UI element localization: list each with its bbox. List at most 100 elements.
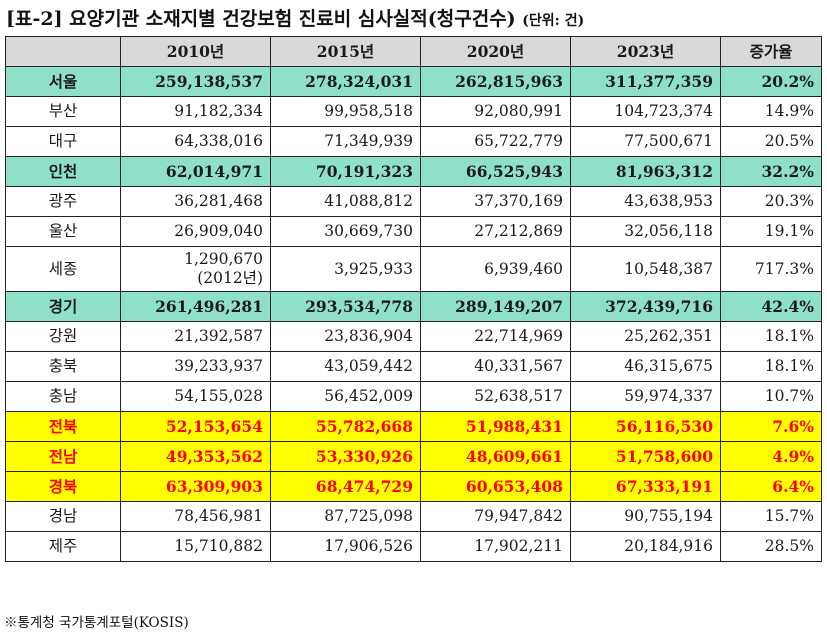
cell-value: 289,149,207 bbox=[455, 297, 563, 316]
cell-value: 92,080,991 bbox=[474, 102, 563, 120]
cell-value: 56,116,530 bbox=[615, 417, 713, 436]
cell-value: 6.4% bbox=[772, 477, 814, 496]
cell-value: 43,059,442 bbox=[324, 357, 413, 375]
region-name: 강원 bbox=[48, 327, 78, 345]
cell-value: 77,500,671 bbox=[624, 132, 713, 150]
region-name: 울산 bbox=[48, 222, 78, 240]
header-cell: 2010년 bbox=[120, 36, 271, 67]
value-cell-2015: 41,088,812 bbox=[270, 186, 421, 217]
table-row: 충북 39,233,937 43,059,442 40,331,567 46,315,6… bbox=[5, 351, 822, 382]
value-cell-2020: 66,525,943 bbox=[420, 156, 571, 187]
cell-value: 4.9% bbox=[772, 447, 814, 466]
region-cell: 충북 bbox=[5, 351, 121, 382]
value-cell-2023: 59,974,337 bbox=[570, 381, 721, 412]
cell-value: 7.6% bbox=[772, 417, 814, 436]
value-cell-2020: 65,722,779 bbox=[420, 126, 571, 157]
cell-value: 87,725,098 bbox=[324, 507, 413, 525]
growth-rate-cell: 15.7% bbox=[720, 501, 822, 532]
growth-rate-cell: 20.5% bbox=[720, 126, 822, 157]
data-table: 2010년 2015년 2020년 2023년 증가율 서울 259,138,53… bbox=[5, 36, 822, 562]
region-cell: 부산 bbox=[5, 96, 121, 127]
cell-value: 90,755,194 bbox=[624, 507, 713, 525]
value-cell-2020: 27,212,869 bbox=[420, 216, 571, 247]
growth-rate-cell: 20.3% bbox=[720, 186, 822, 217]
cell-value: 71,349,939 bbox=[324, 132, 413, 150]
table-row: 경남 78,456,981 87,725,098 79,947,842 90,755,1… bbox=[5, 501, 822, 532]
table-row: 제주 15,710,882 17,906,526 17,902,211 20,184,9… bbox=[5, 531, 822, 562]
value-cell-2023: 32,056,118 bbox=[570, 216, 721, 247]
cell-value: 17,902,211 bbox=[474, 537, 563, 555]
cell-value: 91,182,334 bbox=[174, 102, 263, 120]
value-cell-2010: 91,182,334 bbox=[120, 96, 271, 127]
table-row: 세종 1,290,670 (2012년) 3,925,933 6,939,460 10,5… bbox=[5, 246, 822, 292]
cell-value: 17,906,526 bbox=[324, 537, 413, 555]
value-cell-2023: 56,116,530 bbox=[570, 411, 721, 442]
cell-value: 10.7% bbox=[764, 387, 814, 405]
cell-value: 10,548,387 bbox=[624, 259, 713, 278]
table-row: 전남 49,353,562 53,330,926 48,609,661 51,758,6… bbox=[5, 441, 822, 472]
region-name: 전남 bbox=[48, 447, 78, 466]
cell-value: 56,452,009 bbox=[324, 387, 413, 405]
value-cell-2020: 262,815,963 bbox=[420, 66, 571, 97]
region-cell: 경남 bbox=[5, 501, 121, 532]
table-row: 충남 54,155,028 56,452,009 52,638,517 59,974,3… bbox=[5, 381, 822, 412]
cell-value: 70,191,323 bbox=[315, 162, 413, 181]
cell-value: 79,947,842 bbox=[474, 507, 563, 525]
cell-value: 32.2% bbox=[761, 162, 814, 181]
cell-value: 60,653,408 bbox=[465, 477, 563, 496]
value-cell-2023: 20,184,916 bbox=[570, 531, 721, 562]
table-row: 경기 261,496,281 293,534,778 289,149,207 372,4… bbox=[5, 291, 822, 322]
cell-value: 54,155,028 bbox=[174, 387, 263, 405]
value-cell-2015: 293,534,778 bbox=[270, 291, 421, 322]
value-cell-2023: 311,377,359 bbox=[570, 66, 721, 97]
growth-rate-cell: 717.3% bbox=[720, 246, 822, 292]
value-cell-2010: 78,456,981 bbox=[120, 501, 271, 532]
cell-value: 30,669,730 bbox=[324, 222, 413, 240]
value-cell-2015: 278,324,031 bbox=[270, 66, 421, 97]
region-cell: 충남 bbox=[5, 381, 121, 412]
growth-rate-cell: 14.9% bbox=[720, 96, 822, 127]
value-cell-2015: 43,059,442 bbox=[270, 351, 421, 382]
value-cell-2010: 62,014,971 bbox=[120, 156, 271, 187]
table-row: 서울 259,138,537 278,324,031 262,815,963 311,3… bbox=[5, 66, 822, 97]
value-cell-2020: 40,331,567 bbox=[420, 351, 571, 382]
region-name: 세종 bbox=[48, 259, 78, 278]
cell-value: 259,138,537 bbox=[155, 72, 263, 91]
source-footnote: ※통계청 국가통계포털(KOSIS) bbox=[4, 615, 189, 631]
table-row: 광주 36,281,468 41,088,812 37,370,169 43,638,9… bbox=[5, 186, 822, 217]
value-cell-2015: 53,330,926 bbox=[270, 441, 421, 472]
region-name: 광주 bbox=[48, 192, 78, 210]
cell-value: 42.4% bbox=[761, 297, 814, 316]
value-cell-2010: 15,710,882 bbox=[120, 531, 271, 562]
region-cell: 울산 bbox=[5, 216, 121, 247]
cell-value: 51,758,600 bbox=[615, 447, 713, 466]
region-name: 충남 bbox=[48, 387, 78, 405]
table-row: 경북 63,309,903 68,474,729 60,653,408 67,333,1… bbox=[5, 471, 822, 502]
region-cell: 대구 bbox=[5, 126, 121, 157]
region-cell: 전남 bbox=[5, 441, 121, 472]
region-name: 경기 bbox=[48, 297, 78, 316]
cell-value: 36,281,468 bbox=[174, 192, 263, 210]
cell-value: 66,525,943 bbox=[465, 162, 563, 181]
growth-rate-cell: 20.2% bbox=[720, 66, 822, 97]
cell-value: 23,836,904 bbox=[324, 327, 413, 345]
value-cell-2023: 43,638,953 bbox=[570, 186, 721, 217]
cell-value: 20.3% bbox=[764, 192, 814, 210]
value-cell-2010: 261,496,281 bbox=[120, 291, 271, 322]
cell-value: 262,815,963 bbox=[455, 72, 563, 91]
value-cell-2023: 46,315,675 bbox=[570, 351, 721, 382]
cell-value: 372,439,716 bbox=[605, 297, 713, 316]
value-cell-2020: 52,638,517 bbox=[420, 381, 571, 412]
region-name: 제주 bbox=[48, 537, 78, 555]
value-cell-2010: 259,138,537 bbox=[120, 66, 271, 97]
value-cell-2010: 1,290,670 (2012년) bbox=[120, 246, 271, 292]
region-cell: 서울 bbox=[5, 66, 121, 97]
header-row: 2010년 2015년 2020년 2023년 증가율 bbox=[5, 36, 822, 67]
region-cell: 경북 bbox=[5, 471, 121, 502]
cell-value: 49,353,562 bbox=[165, 447, 263, 466]
value-cell-2010: 63,309,903 bbox=[120, 471, 271, 502]
cell-value: 28.5% bbox=[764, 537, 814, 555]
value-cell-2015: 71,349,939 bbox=[270, 126, 421, 157]
value-cell-2010: 54,155,028 bbox=[120, 381, 271, 412]
cell-value: 15.7% bbox=[764, 507, 814, 525]
